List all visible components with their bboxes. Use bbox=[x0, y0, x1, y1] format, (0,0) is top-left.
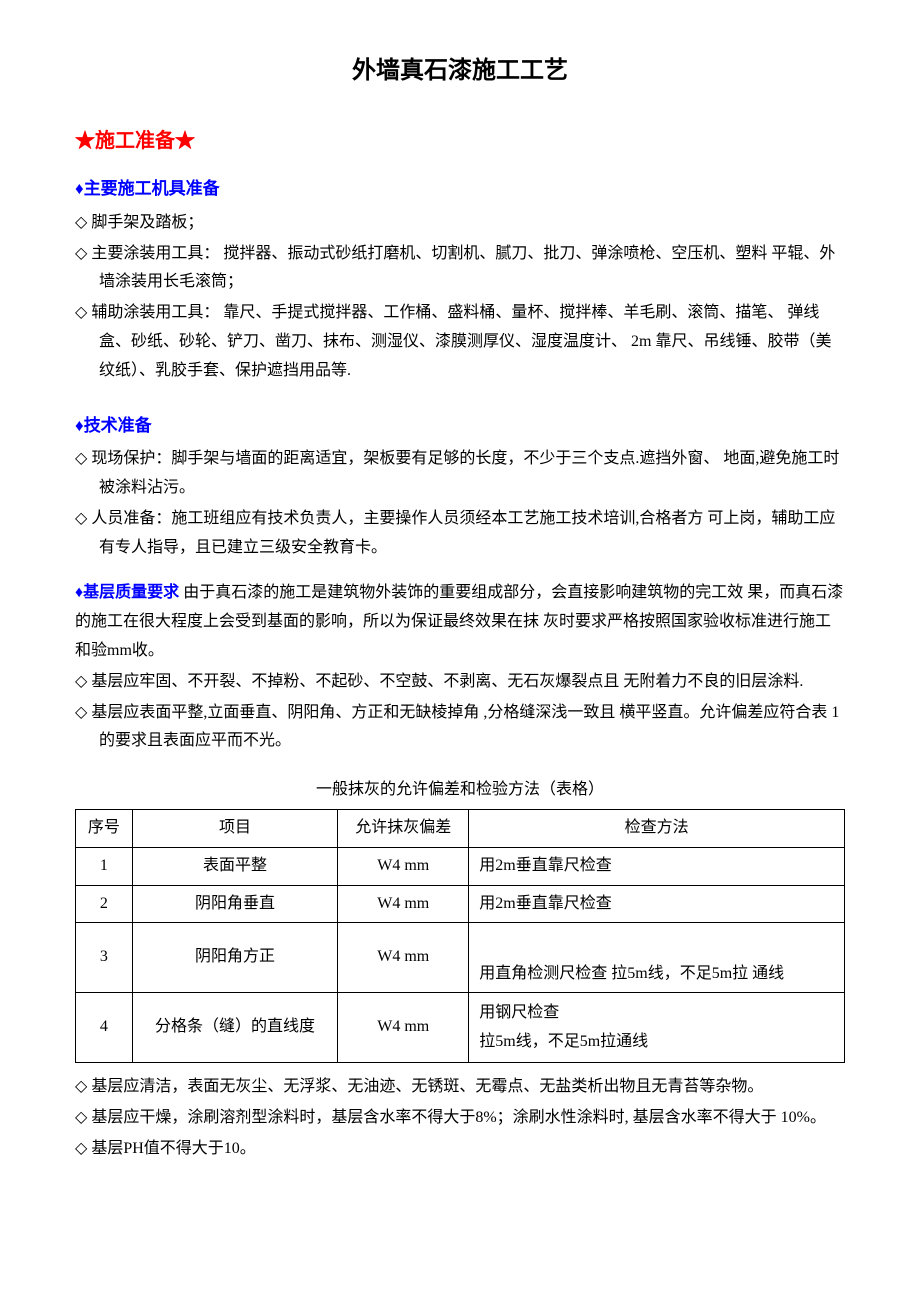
tech-item-2: 人员准备：施工班组应有技术负责人，主要操作人员须经本工艺施工技术培训,合格者方 … bbox=[75, 505, 845, 563]
tech-item-1: 现场保护：脚手架与墙面的距离适宜，架板要有足够的长度，不少于三个支点.遮挡外窗、… bbox=[75, 445, 845, 503]
cell-method-l2: 拉5m线，不足5m拉通线 bbox=[479, 1028, 836, 1057]
cell-num: 1 bbox=[76, 847, 133, 885]
th-method: 检查方法 bbox=[469, 809, 845, 847]
base-item-2: 基层应表面平整,立面垂直、阴阳角、方正和无缺棱掉角 ,分格缝深浅一致且 横平竖直… bbox=[75, 699, 845, 757]
tools-item-2: 主要涂装用工具： 搅拌器、振动式砂纸打磨机、切割机、腻刀、批刀、弹涂喷枪、空压机… bbox=[75, 240, 845, 298]
cell-num: 4 bbox=[76, 993, 133, 1063]
cell-method: 用2m垂直靠尺检查 bbox=[469, 847, 845, 885]
table-row: 3 阴阳角方正 W4 mm 用直角检测尺检查 拉5m线，不足5m拉 通线 bbox=[76, 923, 845, 993]
tools-item-3-text: 辅助涂装用工具： 靠尺、手提式搅拌器、工作桶、盛料桶、量杯、搅拌棒、羊毛刷、滚筒… bbox=[91, 304, 831, 379]
sub-base-para: 基层质量要求 由于真石漆的施工是建筑物外装饰的重要组成部分，会直接影响建筑物的完… bbox=[75, 579, 845, 665]
sub-tools-label: 主要施工机具准备 bbox=[84, 179, 220, 198]
cell-item: 阴阳角方正 bbox=[132, 923, 337, 993]
cell-num: 3 bbox=[76, 923, 133, 993]
base-item-2-text: 基层应表面平整,立面垂直、阴阳角、方正和无缺棱掉角 ,分格缝深浅一致且 横平竖直… bbox=[91, 704, 839, 750]
cell-num: 2 bbox=[76, 885, 133, 923]
page-title: 外墙真石漆施工工艺 bbox=[75, 50, 845, 93]
note-2: 基层应干燥，涂刷溶剂型涂料时，基层含水率不得大于8%；涂刷水性涂料时, 基层含水… bbox=[75, 1104, 845, 1133]
cell-tol: W4 mm bbox=[338, 885, 469, 923]
note-2-text: 基层应干燥，涂刷溶剂型涂料时，基层含水率不得大于8%；涂刷水性涂料时, 基层含水… bbox=[91, 1109, 826, 1126]
sub-base-label: 基层质量要求 bbox=[83, 584, 179, 601]
table-row: 2 阴阳角垂直 W4 mm 用2m垂直靠尺检查 bbox=[76, 885, 845, 923]
tolerance-table: 序号 项目 允许抹灰偏差 检查方法 1 表面平整 W4 mm 用2m垂直靠尺检查… bbox=[75, 809, 845, 1063]
cell-method: 用直角检测尺检查 拉5m线，不足5m拉 通线 bbox=[469, 923, 845, 993]
cell-item: 阴阳角垂直 bbox=[132, 885, 337, 923]
table-row: 4 分格条（缝）的直线度 W4 mm 用钢尺检查 拉5m线，不足5m拉通线 bbox=[76, 993, 845, 1063]
cell-item: 分格条（缝）的直线度 bbox=[132, 993, 337, 1063]
note-3-text: 基层PH值不得大于10。 bbox=[91, 1140, 255, 1157]
cell-method: 用钢尺检查 拉5m线，不足5m拉通线 bbox=[469, 993, 845, 1063]
note-1: 基层应清洁，表面无灰尘、无浮浆、无油迹、无锈斑、无霉点、无盐类析出物且无青苔等杂… bbox=[75, 1073, 845, 1102]
cell-tol: W4 mm bbox=[338, 993, 469, 1063]
th-tol: 允许抹灰偏差 bbox=[338, 809, 469, 847]
table-caption: 一般抹灰的允许偏差和检验方法（表格） bbox=[75, 776, 845, 805]
cell-tol: W4 mm bbox=[338, 847, 469, 885]
table-header-row: 序号 项目 允许抹灰偏差 检查方法 bbox=[76, 809, 845, 847]
base-item-1: 基层应牢固、不开裂、不掉粉、不起砂、不空鼓、不剥离、无石灰爆裂点且 无附着力不良… bbox=[75, 668, 845, 697]
sub-tech-header: 技术准备 bbox=[75, 411, 845, 442]
tools-item-1-text: 脚手架及踏板； bbox=[91, 214, 203, 231]
section-prep-header: ★施工准备★ bbox=[75, 123, 845, 159]
tools-item-1: 脚手架及踏板； bbox=[75, 209, 845, 238]
cell-item: 表面平整 bbox=[132, 847, 337, 885]
tech-item-1-text: 现场保护：脚手架与墙面的距离适宜，架板要有足够的长度，不少于三个支点.遮挡外窗、… bbox=[91, 450, 839, 496]
cell-method-l1: 用钢尺检查 bbox=[479, 999, 836, 1028]
sub-tools-header: 主要施工机具准备 bbox=[75, 174, 845, 205]
tools-item-3: 辅助涂装用工具： 靠尺、手提式搅拌器、工作桶、盛料桶、量杯、搅拌棒、羊毛刷、滚筒… bbox=[75, 299, 845, 385]
tech-item-2-text: 人员准备：施工班组应有技术负责人，主要操作人员须经本工艺施工技术培训,合格者方 … bbox=[91, 510, 835, 556]
sub-base-intro: 由于真石漆的施工是建筑物外装饰的重要组成部分，会直接影响建筑物的完工效 果，而真… bbox=[75, 584, 843, 659]
cell-method: 用2m垂直靠尺检查 bbox=[469, 885, 845, 923]
sub-tech-label: 技术准备 bbox=[84, 416, 152, 435]
th-num: 序号 bbox=[76, 809, 133, 847]
note-3: 基层PH值不得大于10。 bbox=[75, 1135, 845, 1164]
note-1-text: 基层应清洁，表面无灰尘、无浮浆、无油迹、无锈斑、无霉点、无盐类析出物且无青苔等杂… bbox=[91, 1078, 763, 1095]
base-item-1-text: 基层应牢固、不开裂、不掉粉、不起砂、不空鼓、不剥离、无石灰爆裂点且 无附着力不良… bbox=[91, 673, 803, 690]
th-item: 项目 bbox=[132, 809, 337, 847]
sub-base-header: 基层质量要求 bbox=[75, 584, 179, 601]
tools-item-2-text: 主要涂装用工具： 搅拌器、振动式砂纸打磨机、切割机、腻刀、批刀、弹涂喷枪、空压机… bbox=[91, 245, 835, 291]
cell-tol: W4 mm bbox=[338, 923, 469, 993]
table-row: 1 表面平整 W4 mm 用2m垂直靠尺检查 bbox=[76, 847, 845, 885]
